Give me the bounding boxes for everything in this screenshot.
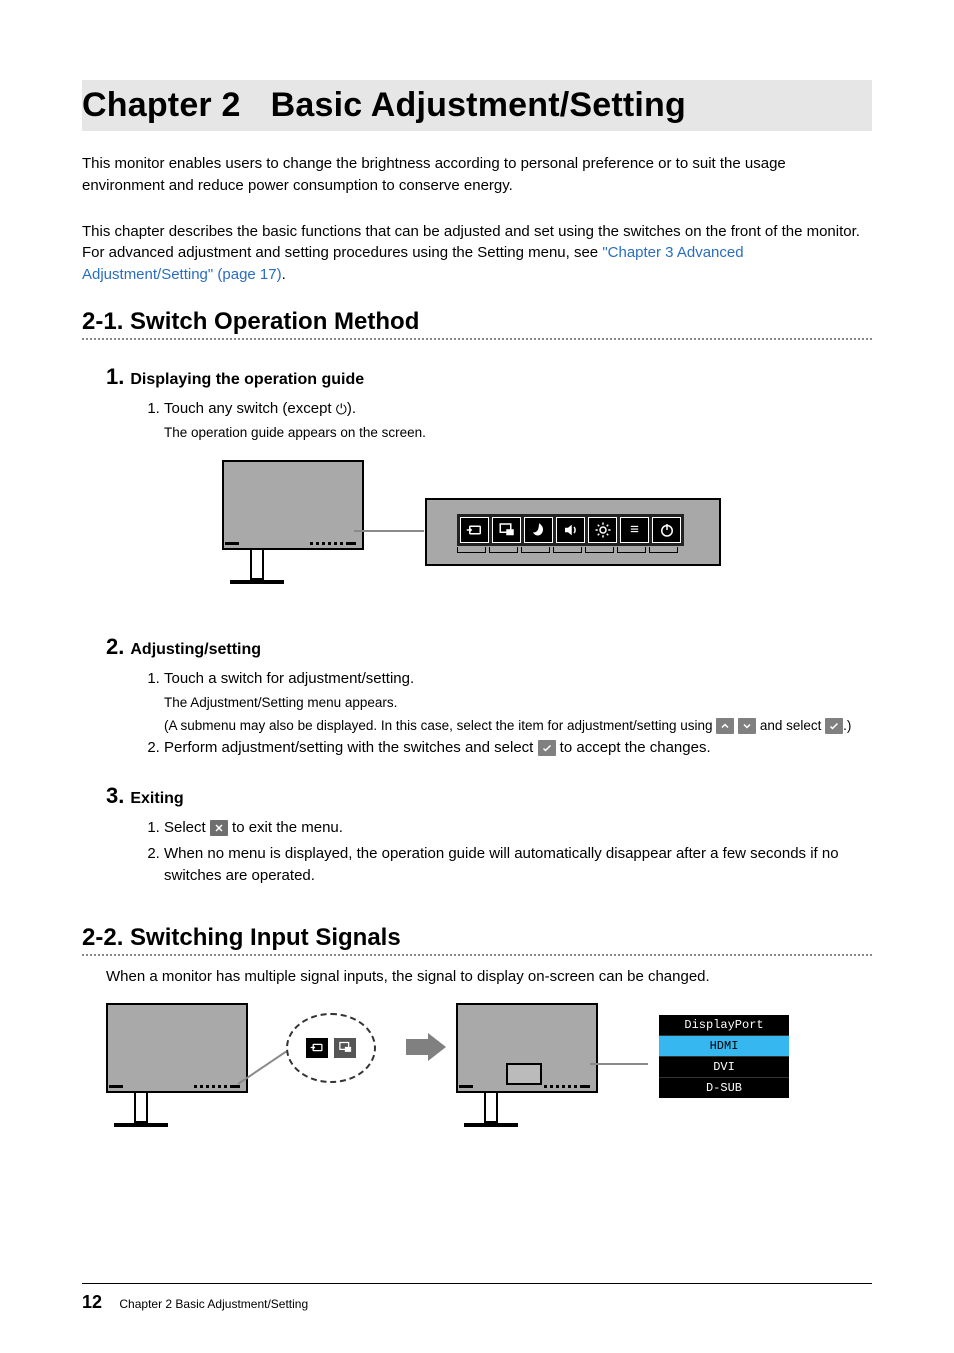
step-2-item-2a: Perform adjustment/setting with the swit… (164, 739, 538, 756)
step-2-item-2b: to accept the changes. (556, 739, 711, 756)
step-1-number: 1. (106, 364, 124, 390)
guide-volume-icon (556, 517, 585, 543)
monitor-after (456, 1003, 598, 1127)
step-1-body: Touch any switch (except ⏻). The operati… (82, 398, 872, 444)
monitor-buttons (194, 1085, 240, 1088)
step-3-number: 3. (106, 783, 124, 809)
monitor-buttons (310, 542, 356, 545)
input-menu-item: DisplayPort (659, 1015, 789, 1035)
monitor-neck (484, 1093, 498, 1123)
zoom-pip-icon (333, 1037, 357, 1059)
intro2-text-b: For advanced adjustment and setting proc… (82, 244, 602, 261)
monitor-bezel (106, 1003, 248, 1093)
step-3-item-1a: Select (164, 819, 210, 836)
footer-text: Chapter 2 Basic Adjustment/Setting (119, 1297, 308, 1311)
intro-paragraph-1: This monitor enables users to change the… (82, 153, 872, 197)
callout-line-2 (590, 1063, 648, 1065)
step-3-heading: 3. Exiting (82, 783, 872, 809)
close-icon (210, 820, 228, 836)
step-1-list: Touch any switch (except ⏻). (134, 398, 872, 421)
monitor-logo (225, 542, 239, 545)
input-menu-item: D-SUB (659, 1077, 789, 1098)
monitor-logo (459, 1085, 473, 1088)
intro-paragraph-2: This chapter describes the basic functio… (82, 221, 872, 286)
step-1-item-1: Touch any switch (except ⏻). (164, 398, 872, 421)
monitor-logo (109, 1085, 123, 1088)
step-3-item-1b: to exit the menu. (228, 819, 343, 836)
monitor-buttons (544, 1085, 590, 1088)
up-icon (716, 718, 734, 734)
section-divider (82, 954, 872, 956)
input-menu: DisplayPort HDMI DVI D-SUB (659, 1015, 789, 1098)
step-1-heading: 1. Displaying the operation guide (82, 364, 872, 390)
guide-eco-icon (524, 517, 553, 543)
popup-on-screen (506, 1063, 542, 1085)
guide-menu-icon: ≡ (620, 517, 649, 543)
chapter-title-bar: Chapter 2 Basic Adjustment/Setting (82, 80, 872, 131)
down-icon (738, 718, 756, 734)
step-2-body: Touch a switch for adjustment/setting. T… (82, 668, 872, 760)
intro2-text-c: . (282, 266, 286, 283)
chapter-label: Chapter 2 (82, 86, 241, 124)
step-2-item-2: Perform adjustment/setting with the swit… (164, 737, 872, 760)
monitor-neck (250, 550, 264, 580)
section-2-1-title: 2-1. Switch Operation Method (82, 308, 872, 336)
monitor-foot (230, 580, 284, 584)
zoom-bubble (286, 1013, 376, 1083)
monitor-before (106, 1003, 248, 1127)
step-1-item-1a: Touch any switch (except (164, 400, 336, 417)
check-icon (825, 718, 843, 734)
step-3-list: Select to exit the menu. When no menu is… (134, 817, 872, 888)
step-3-item-2: When no menu is displayed, the operation… (164, 843, 872, 888)
intro2-text-a: This chapter describes the basic functio… (82, 223, 860, 240)
step-3-item-1: Select to exit the menu. (164, 817, 872, 840)
page-number: 12 (82, 1292, 102, 1312)
step-2-heading: 2. Adjusting/setting (82, 634, 872, 660)
chapter-name: Basic Adjustment/Setting (271, 86, 686, 124)
step-2-title: Adjusting/setting (130, 641, 261, 659)
step-1-item-1b: ). (347, 400, 356, 417)
step-1-note: The operation guide appears on the scree… (134, 423, 872, 443)
step-2-number: 2. (106, 634, 124, 660)
chapter-title: Chapter 2 Basic Adjustment/Setting (82, 86, 686, 124)
step-2-note2: (A submenu may also be displayed. In thi… (134, 716, 872, 736)
guide-strip: ≡ (457, 514, 684, 546)
input-menu-item-selected: HDMI (659, 1035, 789, 1056)
guide-pip-icon (492, 517, 521, 543)
zoom-input-icon (305, 1037, 329, 1059)
step-1-title: Displaying the operation guide (130, 371, 364, 389)
figure-operation-guide: ≡ (222, 460, 872, 610)
step-2-list-2: Perform adjustment/setting with the swit… (134, 737, 872, 760)
monitor-small (222, 460, 364, 584)
figure-switch-input: DisplayPort HDMI DVI D-SUB (106, 1003, 872, 1163)
guide-input-icon (460, 517, 489, 543)
power-icon: ⏻ (336, 401, 347, 417)
step-3-body: Select to exit the menu. When no menu is… (82, 817, 872, 888)
step-2-item-1: Touch a switch for adjustment/setting. (164, 668, 872, 691)
guide-brightness-icon (588, 517, 617, 543)
guide-power-icon (652, 517, 681, 543)
step-2-note2c: .) (843, 718, 851, 733)
check-icon (538, 740, 556, 756)
section-2-2-title: 2-2. Switching Input Signals (82, 924, 872, 952)
callout-line (354, 530, 424, 532)
guide-panel: ≡ (425, 498, 721, 566)
step-2-note2b: and select (756, 718, 825, 733)
step-2-note1: The Adjustment/Setting menu appears. (134, 693, 872, 713)
monitor-foot (464, 1123, 518, 1127)
zoom-oval (286, 1013, 376, 1083)
step-2-list: Touch a switch for adjustment/setting. (134, 668, 872, 691)
guide-ticks (457, 547, 678, 553)
monitor-neck (134, 1093, 148, 1123)
step-3-title: Exiting (130, 790, 183, 808)
section-divider (82, 338, 872, 340)
monitor-foot (114, 1123, 168, 1127)
monitor-bezel (222, 460, 364, 550)
step-2-note2a: (A submenu may also be displayed. In thi… (164, 718, 716, 733)
section-2-2-para: When a monitor has multiple signal input… (106, 968, 872, 985)
page-footer: 12 Chapter 2 Basic Adjustment/Setting (82, 1283, 872, 1313)
input-menu-item: DVI (659, 1056, 789, 1077)
